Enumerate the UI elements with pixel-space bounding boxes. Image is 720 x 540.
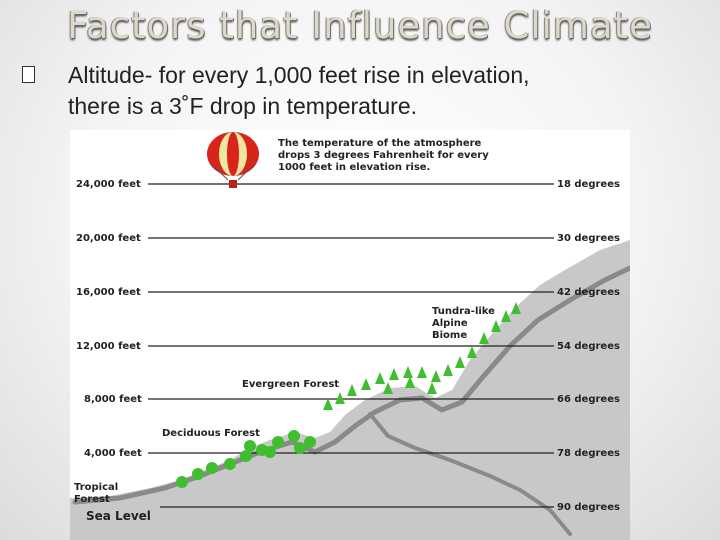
altitude-label-20000: 20,000 feet — [76, 233, 141, 244]
temperature-label-4000: 78 degrees — [557, 448, 620, 459]
round-tree-icon — [294, 442, 306, 454]
temperature-label-12000: 54 degrees — [557, 341, 620, 352]
biome-label-tundra-2: Alpine — [432, 318, 468, 329]
pine-tree-icon — [323, 398, 333, 410]
round-tree-icon — [240, 450, 252, 462]
temperature-label-16000: 42 degrees — [557, 287, 620, 298]
caption-line-3: 1000 feet in elevation rise. — [278, 162, 430, 173]
pine-tree-icon — [479, 332, 489, 344]
pine-tree-icon — [427, 382, 437, 394]
altitude-label-16000: 16,000 feet — [76, 287, 141, 298]
temperature-label-8000: 66 degrees — [557, 394, 620, 405]
round-tree-icon — [272, 436, 284, 448]
hot-air-balloon-icon — [207, 132, 259, 188]
pine-tree-icon — [455, 356, 465, 368]
biome-label-tropical-1: Tropical — [74, 482, 118, 493]
pine-tree-icon — [347, 384, 357, 396]
biome-label-evergreen: Evergreen Forest — [242, 379, 339, 390]
pine-tree-icon — [491, 320, 501, 332]
pine-tree-icon — [405, 376, 415, 388]
pine-tree-icon — [375, 372, 385, 384]
bullet-line-1: Altitude- for every 1,000 feet rise in e… — [68, 62, 530, 88]
pine-tree-icon — [511, 302, 521, 314]
altitude-label-12000: 12,000 feet — [76, 341, 141, 352]
biome-label-deciduous: Deciduous Forest — [162, 428, 260, 439]
temperature-label-sea-level: 90 degrees — [557, 502, 620, 513]
altitude-label-4000: 4,000 feet — [84, 448, 142, 459]
biome-label-tropical-2: Forest — [74, 494, 110, 505]
round-tree-icon — [192, 468, 204, 480]
pine-tree-icon — [443, 364, 453, 376]
round-tree-icon — [264, 446, 276, 458]
bullet-line-2: there is a 3˚F drop in temperature. — [68, 93, 417, 119]
pine-tree-icon — [417, 366, 427, 378]
round-tree-icon — [288, 430, 300, 442]
temperature-label-20000: 30 degrees — [557, 233, 620, 244]
altitude-temperature-diagram: 24,000 feet 20,000 feet 16,000 feet 12,0… — [70, 130, 630, 540]
diagram-svg: 24,000 feet 20,000 feet 16,000 feet 12,0… — [70, 132, 630, 540]
tree-group — [176, 302, 521, 488]
round-tree-icon — [304, 436, 316, 448]
altitude-label-sea-level: Sea Level — [86, 509, 151, 523]
pine-tree-icon — [361, 378, 371, 390]
caption-line-1: The temperature of the atmosphere — [278, 138, 482, 149]
biome-label-tundra-1: Tundra-like — [432, 306, 495, 317]
altitude-label-8000: 8,000 feet — [84, 394, 142, 405]
pine-tree-icon — [403, 366, 413, 378]
altitude-label-24000: 24,000 feet — [76, 179, 141, 190]
caption-line-2: drops 3 degrees Fahrenheit for every — [278, 150, 489, 161]
pine-tree-icon — [501, 310, 511, 322]
round-tree-icon — [176, 476, 188, 488]
round-tree-icon — [244, 440, 256, 452]
bullet-text: Altitude- for every 1,000 feet rise in e… — [68, 60, 708, 122]
altitude-lines — [148, 183, 554, 508]
biome-label-tundra-3: Biome — [432, 330, 467, 341]
pine-tree-icon — [335, 392, 345, 404]
mountain-shape — [70, 240, 630, 540]
pine-tree-icon — [383, 382, 393, 394]
pine-tree-icon — [431, 370, 441, 382]
pine-tree-icon — [389, 368, 399, 380]
bullet-box-icon — [22, 66, 35, 83]
slide-title: Factors that Influence Climate — [67, 4, 653, 47]
round-tree-icon — [206, 462, 218, 474]
pine-tree-icon — [467, 346, 477, 358]
round-tree-icon — [224, 458, 236, 470]
temperature-label-24000: 18 degrees — [557, 179, 620, 190]
